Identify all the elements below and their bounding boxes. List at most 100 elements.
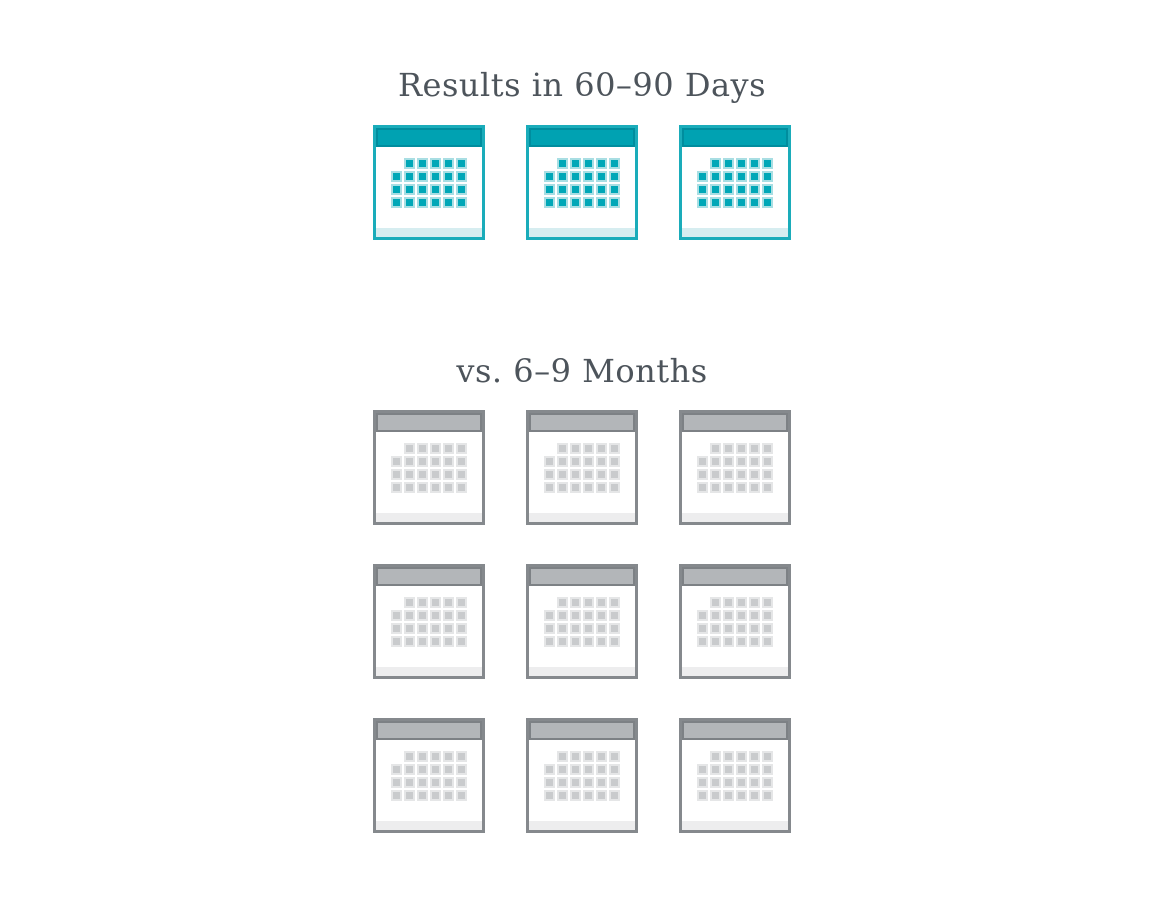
calendar-day-dot — [699, 471, 706, 478]
calendar-day-dot — [725, 638, 732, 645]
calendar-day-dot — [725, 792, 732, 799]
calendar-day-dot — [611, 792, 618, 799]
calendar-body — [376, 586, 482, 676]
calendar-footer-strip — [376, 513, 482, 522]
calendar-day-dot — [764, 599, 771, 606]
calendar-day-dot — [751, 792, 758, 799]
calendar-day-dot — [458, 638, 465, 645]
calendar-day-dot — [419, 638, 426, 645]
calendar-day-dot — [585, 160, 592, 167]
calendar-day-dot — [611, 612, 618, 619]
calendar-day-dot — [764, 484, 771, 491]
calendar-day-dot — [546, 173, 553, 180]
calendar-day-dot — [432, 625, 439, 632]
calendar-day-dot — [764, 766, 771, 773]
calendar-day-dot — [445, 186, 452, 193]
calendar-day-dot — [764, 625, 771, 632]
calendar-day-dot — [406, 753, 413, 760]
calendar-day-dot — [764, 638, 771, 645]
calendar-day-dot — [712, 779, 719, 786]
calendar-day-dot — [445, 458, 452, 465]
calendar-day-dot — [419, 199, 426, 206]
calendar-body — [529, 432, 635, 522]
calendar-day-dot — [725, 471, 732, 478]
calendar-day-dot — [419, 612, 426, 619]
calendar-day-dot — [598, 766, 605, 773]
calendar-day-dot — [738, 753, 745, 760]
calendar-body — [682, 432, 788, 522]
calendar-footer-strip — [682, 821, 788, 830]
calendar-day-dot — [598, 445, 605, 452]
calendar-day-dot — [764, 792, 771, 799]
calendar-footer-strip — [529, 228, 635, 237]
calendar-day-dot — [725, 484, 732, 491]
calendar-day-dot — [585, 766, 592, 773]
calendar-day-dot — [725, 599, 732, 606]
calendar-day-dot — [445, 599, 452, 606]
calendar-day-dot — [712, 186, 719, 193]
calendar-day-dot — [419, 160, 426, 167]
calendar-day-dot — [712, 766, 719, 773]
calendar-header-bar — [682, 413, 788, 432]
calendar-day-dot — [393, 186, 400, 193]
calendar-day-dot — [559, 160, 566, 167]
calendar-day-dot — [572, 199, 579, 206]
calendar-day-dot — [445, 779, 452, 786]
calendar-day-dot — [559, 766, 566, 773]
calendar-day-dot — [572, 792, 579, 799]
calendar-day-dot — [419, 599, 426, 606]
calendar-day-dot — [725, 458, 732, 465]
calendar-body — [529, 147, 635, 237]
calendar-day-dot — [611, 173, 618, 180]
calendar-day-dot — [572, 458, 579, 465]
calendar-day-dot — [611, 471, 618, 478]
calendar-day-dot — [572, 638, 579, 645]
calendar-day-dot — [572, 766, 579, 773]
calendar-day-dot — [419, 186, 426, 193]
calendar-day-dot — [419, 445, 426, 452]
calendar-day-dot — [458, 199, 465, 206]
calendar-day-dot — [393, 779, 400, 786]
calendar-dot-grid — [699, 599, 771, 645]
calendar-day-dot — [445, 484, 452, 491]
calendar-day-dot — [699, 638, 706, 645]
calendar-day-dot — [585, 484, 592, 491]
calendar-day-dot — [445, 792, 452, 799]
calendar-day-dot — [725, 160, 732, 167]
calendar-day-dot — [458, 160, 465, 167]
calendar-icon — [526, 564, 638, 679]
calendar-day-dot — [738, 471, 745, 478]
calendar-day-dot — [598, 458, 605, 465]
calendar-day-dot — [406, 766, 413, 773]
calendar-icon — [679, 564, 791, 679]
calendar-day-dot — [712, 638, 719, 645]
calendar-footer-strip — [682, 513, 788, 522]
calendar-header-bar — [376, 128, 482, 147]
calendar-day-dot — [419, 625, 426, 632]
calendar-body — [376, 740, 482, 830]
calendar-day-dot — [572, 484, 579, 491]
calendar-day-dot — [432, 173, 439, 180]
calendar-header-bar — [376, 721, 482, 740]
calendar-day-dot — [712, 173, 719, 180]
calendar-day-dot — [458, 753, 465, 760]
calendar-day-dot — [458, 612, 465, 619]
calendar-day-dot — [738, 445, 745, 452]
calendar-day-dot — [546, 625, 553, 632]
calendar-day-dot — [598, 471, 605, 478]
calendar-day-dot — [393, 484, 400, 491]
calendar-day-dot — [738, 199, 745, 206]
calendar-day-dot — [406, 186, 413, 193]
calendar-day-dot — [699, 458, 706, 465]
calendar-day-dot — [419, 766, 426, 773]
calendar-day-dot — [406, 599, 413, 606]
calendar-day-dot — [546, 186, 553, 193]
calendar-day-dot — [559, 599, 566, 606]
calendar-day-dot — [712, 599, 719, 606]
calendar-footer-strip — [376, 667, 482, 676]
calendar-header-bar — [529, 413, 635, 432]
calendar-day-dot — [432, 753, 439, 760]
calendar-day-dot — [559, 484, 566, 491]
calendar-footer-strip — [682, 228, 788, 237]
calendar-dot-grid — [699, 753, 771, 799]
